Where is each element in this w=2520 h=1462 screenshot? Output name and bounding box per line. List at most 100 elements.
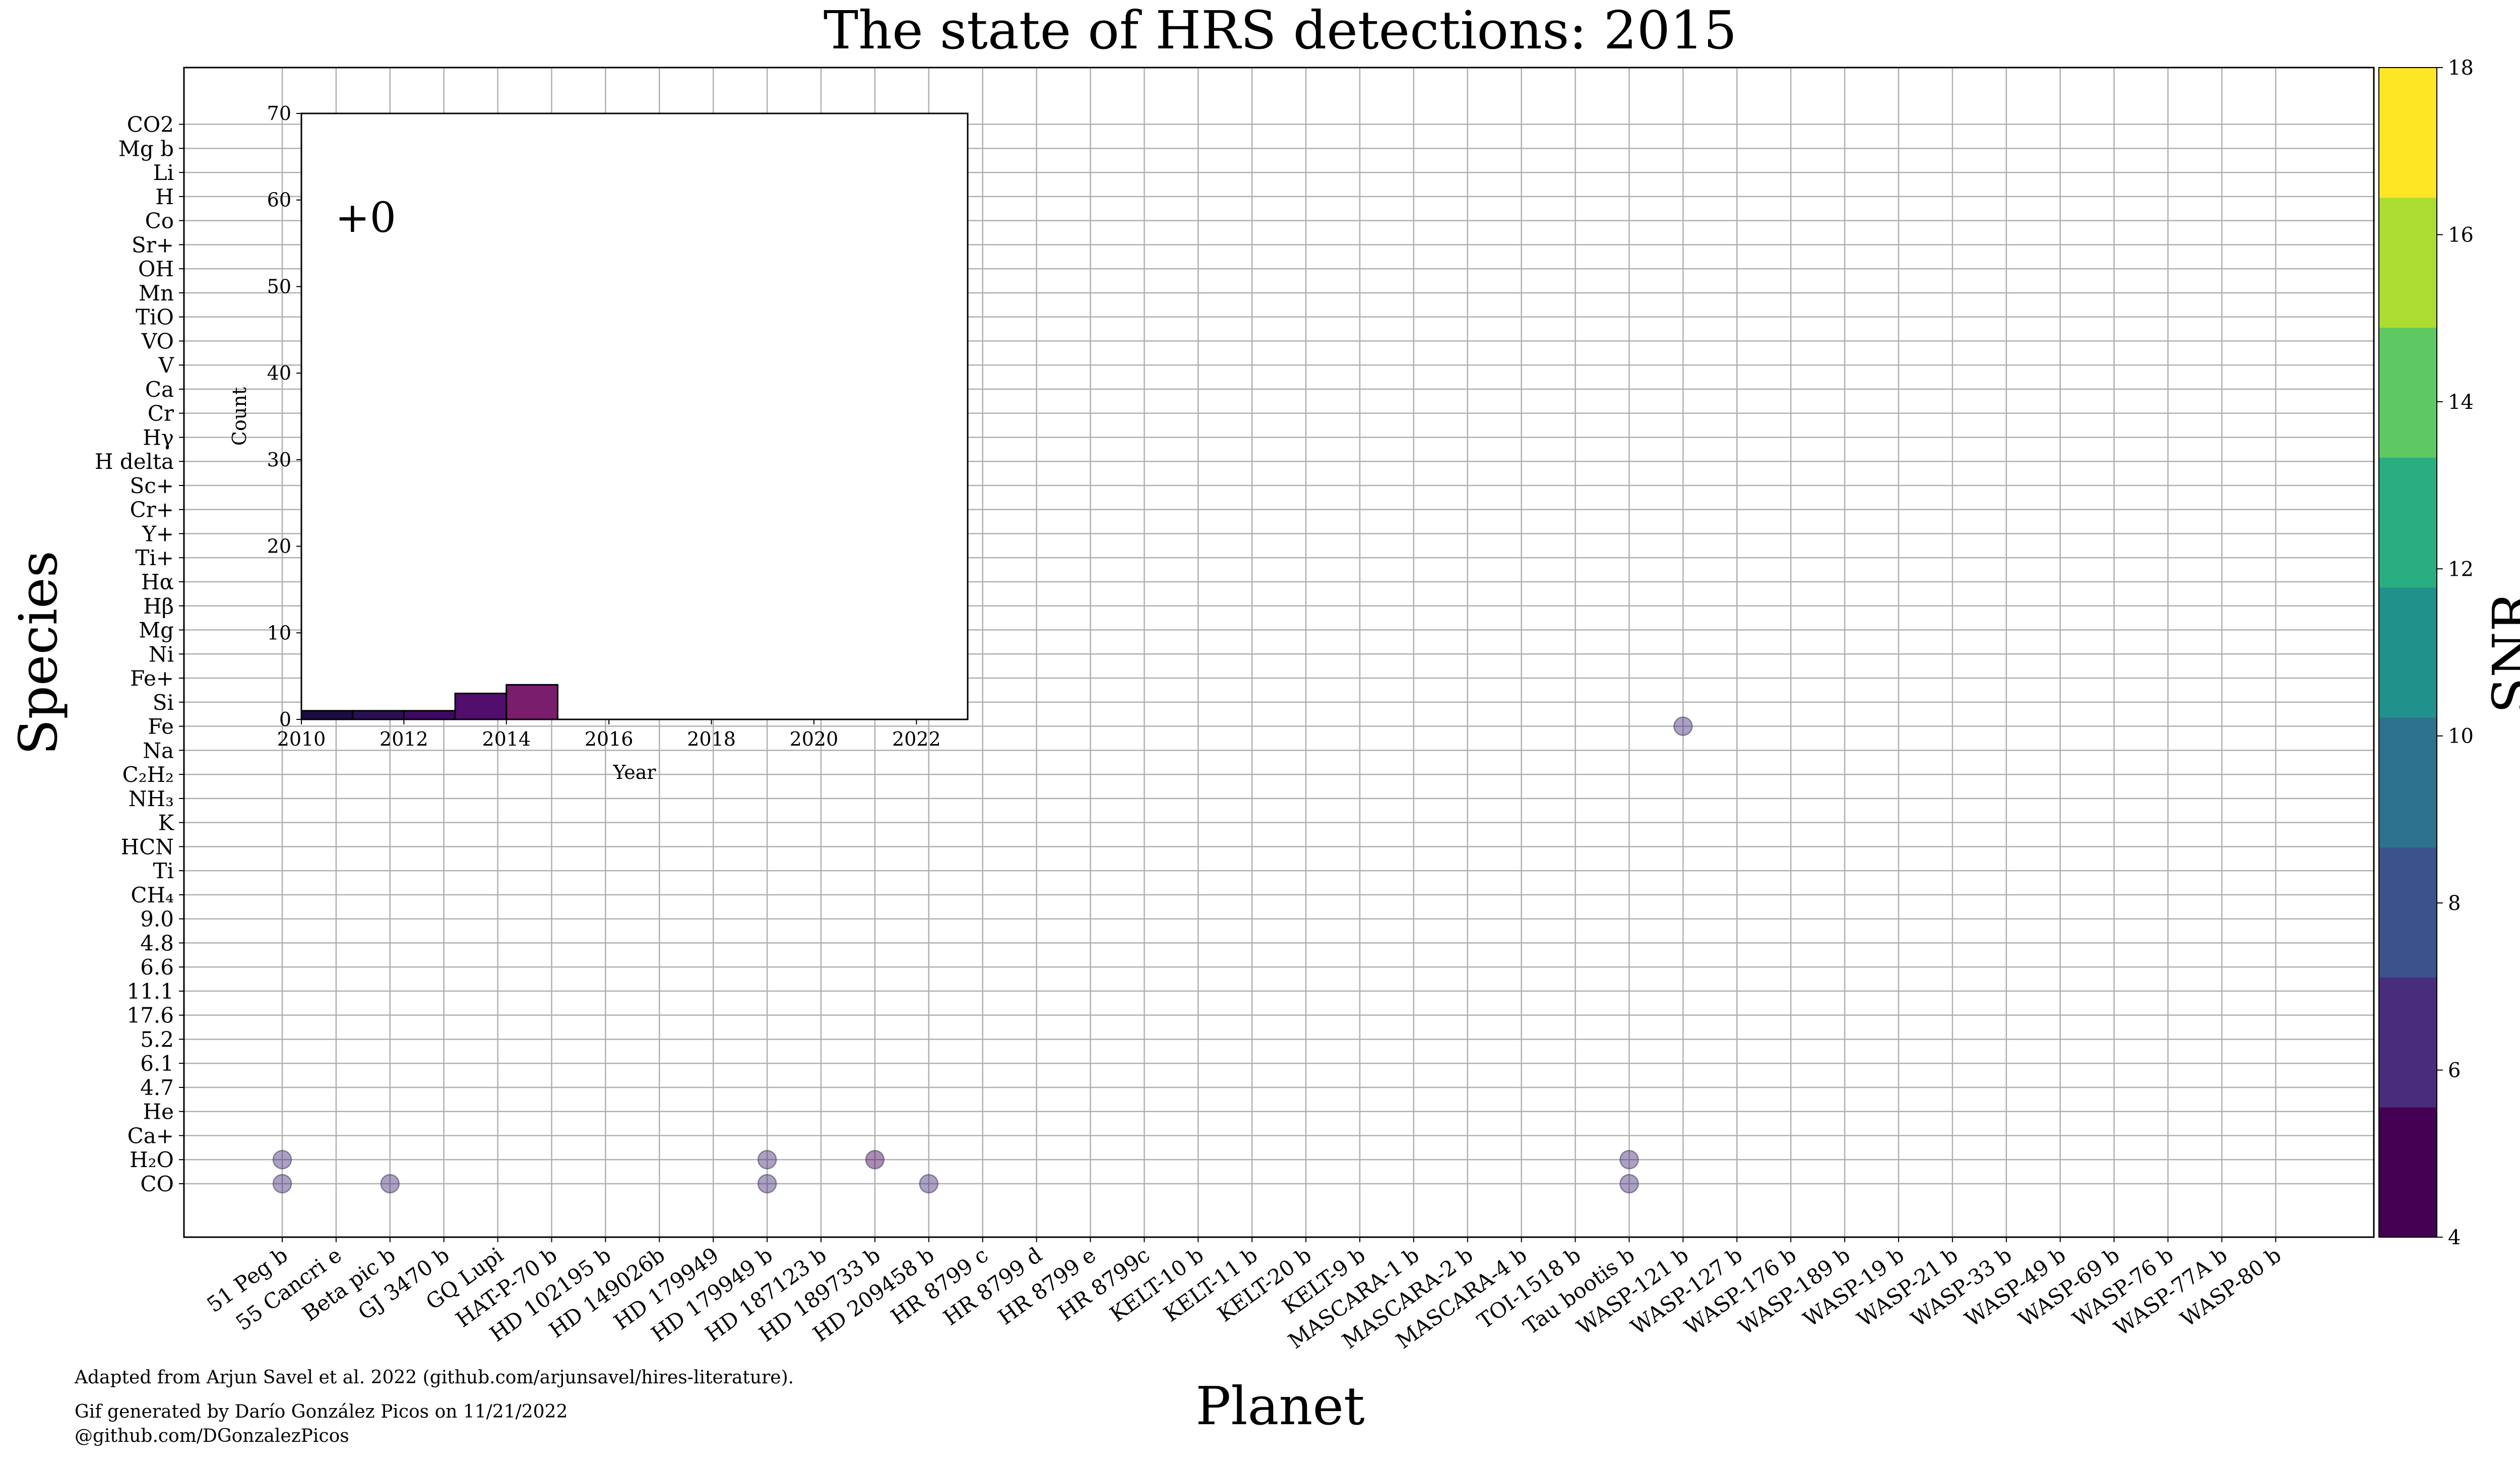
detection-point bbox=[866, 1150, 884, 1169]
inset-bar bbox=[353, 711, 404, 719]
species-tick-label: 4.8 bbox=[140, 931, 174, 955]
footer-generated-line: Gif generated by Darío González Picos on… bbox=[75, 1402, 568, 1422]
inset-x-label: Year bbox=[612, 761, 656, 783]
detection-point bbox=[381, 1175, 399, 1193]
colorbar-label: SNR bbox=[2481, 591, 2520, 713]
colorbar-tick-labels: 4 6 8 10 12 14 16 18 bbox=[2437, 56, 2474, 1249]
species-tick-label: C₂H₂ bbox=[122, 762, 174, 787]
colorbar-block bbox=[2379, 847, 2437, 978]
colorbar-tick-label: 8 bbox=[2448, 892, 2461, 915]
colorbar-tick-label: 18 bbox=[2448, 56, 2474, 80]
colorbar-tick-label: 6 bbox=[2448, 1059, 2461, 1082]
colorbar-tick-label: 16 bbox=[2448, 223, 2474, 247]
y-axis-label: Species bbox=[8, 551, 69, 755]
species-tick-label: 17.6 bbox=[127, 1003, 174, 1028]
species-tick-labels: COH₂OCa+He4.76.15.217.611.16.64.89.0CH₄T… bbox=[95, 112, 184, 1196]
species-tick-label: OH bbox=[138, 257, 174, 281]
colorbar-block bbox=[2379, 1107, 2437, 1237]
inset-y-tick-label: 20 bbox=[267, 535, 291, 558]
species-tick-label: NH₃ bbox=[129, 786, 174, 811]
species-tick-label: Cr+ bbox=[130, 498, 174, 522]
species-tick-label: K bbox=[158, 811, 175, 835]
colorbar-tick-label: 12 bbox=[2448, 558, 2474, 581]
colorbar-block bbox=[2379, 587, 2437, 717]
species-tick-label: Sc+ bbox=[130, 473, 174, 498]
species-tick-label: H delta bbox=[95, 449, 174, 474]
detection-point bbox=[920, 1175, 938, 1193]
species-tick-label: Mg bbox=[139, 618, 174, 643]
species-tick-label: VO bbox=[141, 329, 174, 353]
inset-bar bbox=[507, 685, 558, 719]
inset-y-label: Count bbox=[228, 387, 250, 446]
inset-y-tick-label: 50 bbox=[267, 275, 291, 297]
detection-point bbox=[1620, 1150, 1639, 1169]
colorbar-block bbox=[2379, 68, 2437, 198]
species-tick-label: Cr bbox=[148, 401, 174, 426]
inset-bar bbox=[455, 693, 507, 719]
species-tick-label: Y+ bbox=[142, 521, 174, 546]
inset-y-tick-label: 40 bbox=[267, 362, 291, 384]
colorbar-blocks bbox=[2379, 68, 2437, 1238]
inset-x-tick-label: 2010 bbox=[277, 728, 326, 750]
inset-x-tick-label: 2014 bbox=[482, 728, 531, 750]
planet-tick-labels: 51 Peg b55 Cancri eBeta pic bGJ 3470 bGQ… bbox=[202, 1237, 2286, 1354]
species-tick-label: CO bbox=[140, 1172, 174, 1196]
species-tick-label: Ca bbox=[145, 377, 174, 402]
species-tick-label: He bbox=[143, 1100, 174, 1124]
footer-github-line: @github.com/DGonzalezPicos bbox=[75, 1426, 349, 1446]
inset-histogram: 2010 2012 2014 2016 2018 2020 2022 0 10 20 30 40 50 6… bbox=[228, 102, 968, 783]
detection-point bbox=[758, 1150, 776, 1169]
species-tick-label: Ti+ bbox=[135, 545, 174, 570]
species-tick-label: H bbox=[155, 185, 174, 209]
species-tick-label: V bbox=[158, 353, 174, 378]
colorbar-tick-label: 10 bbox=[2448, 725, 2474, 748]
species-tick-label: Si bbox=[153, 690, 174, 715]
species-tick-label: TiO bbox=[136, 305, 174, 330]
colorbar-tick-label: 14 bbox=[2448, 391, 2474, 414]
species-tick-label: Fe+ bbox=[130, 666, 174, 691]
detection-point bbox=[758, 1175, 776, 1193]
inset-bar bbox=[404, 711, 455, 719]
colorbar-block bbox=[2379, 717, 2437, 847]
species-tick-label: Hβ bbox=[143, 594, 174, 619]
inset-x-tick-label: 2018 bbox=[687, 728, 736, 750]
footer-credit-line: Adapted from Arjun Savel et al. 2022 (gi… bbox=[75, 1367, 794, 1388]
species-tick-label: Na bbox=[143, 738, 174, 763]
species-tick-label: H₂O bbox=[130, 1147, 174, 1172]
inset-x-tick-label: 2022 bbox=[892, 728, 941, 750]
species-tick-label: Ti bbox=[153, 859, 174, 883]
inset-x-tick-label: 2020 bbox=[790, 728, 839, 750]
detection-point bbox=[1620, 1175, 1639, 1193]
species-tick-label: CO2 bbox=[127, 112, 174, 137]
inset-bar bbox=[301, 711, 353, 719]
inset-y-tick-label: 60 bbox=[267, 189, 291, 211]
chart-title: The state of HRS detections: 2015 bbox=[824, 0, 1737, 61]
colorbar-block bbox=[2379, 457, 2437, 587]
detection-point bbox=[273, 1175, 291, 1193]
inset-y-tick-label: 10 bbox=[267, 622, 291, 644]
species-tick-label: Ca+ bbox=[128, 1123, 174, 1148]
colorbar-tick-label: 4 bbox=[2448, 1226, 2461, 1249]
inset-x-tick-label: 2016 bbox=[585, 728, 634, 750]
species-tick-label: 9.0 bbox=[140, 907, 174, 932]
inset-y-tick-label: 30 bbox=[267, 449, 291, 471]
inset-annotation: +0 bbox=[335, 194, 396, 242]
detection-point bbox=[1674, 717, 1692, 736]
species-tick-label: Sr+ bbox=[132, 232, 174, 257]
species-tick-label: Hγ bbox=[143, 425, 174, 450]
inset-background bbox=[301, 113, 968, 719]
species-tick-label: Mg b bbox=[118, 136, 174, 161]
colorbar-block bbox=[2379, 198, 2437, 328]
species-tick-label: CH₄ bbox=[131, 883, 174, 907]
species-tick-label: Hα bbox=[141, 570, 174, 594]
inset-x-tick-label: 2012 bbox=[380, 728, 428, 750]
colorbar: 4 6 8 10 12 14 16 18 SNR bbox=[2379, 56, 2520, 1249]
inset-y-tick-label: 70 bbox=[267, 102, 291, 125]
inset-y-tick-label: 0 bbox=[279, 708, 291, 730]
species-tick-label: 6.1 bbox=[140, 1051, 174, 1076]
species-tick-label: 4.7 bbox=[140, 1075, 174, 1100]
species-tick-label: 6.6 bbox=[140, 955, 174, 980]
species-tick-label: Fe bbox=[148, 714, 174, 739]
colorbar-block bbox=[2379, 328, 2437, 458]
